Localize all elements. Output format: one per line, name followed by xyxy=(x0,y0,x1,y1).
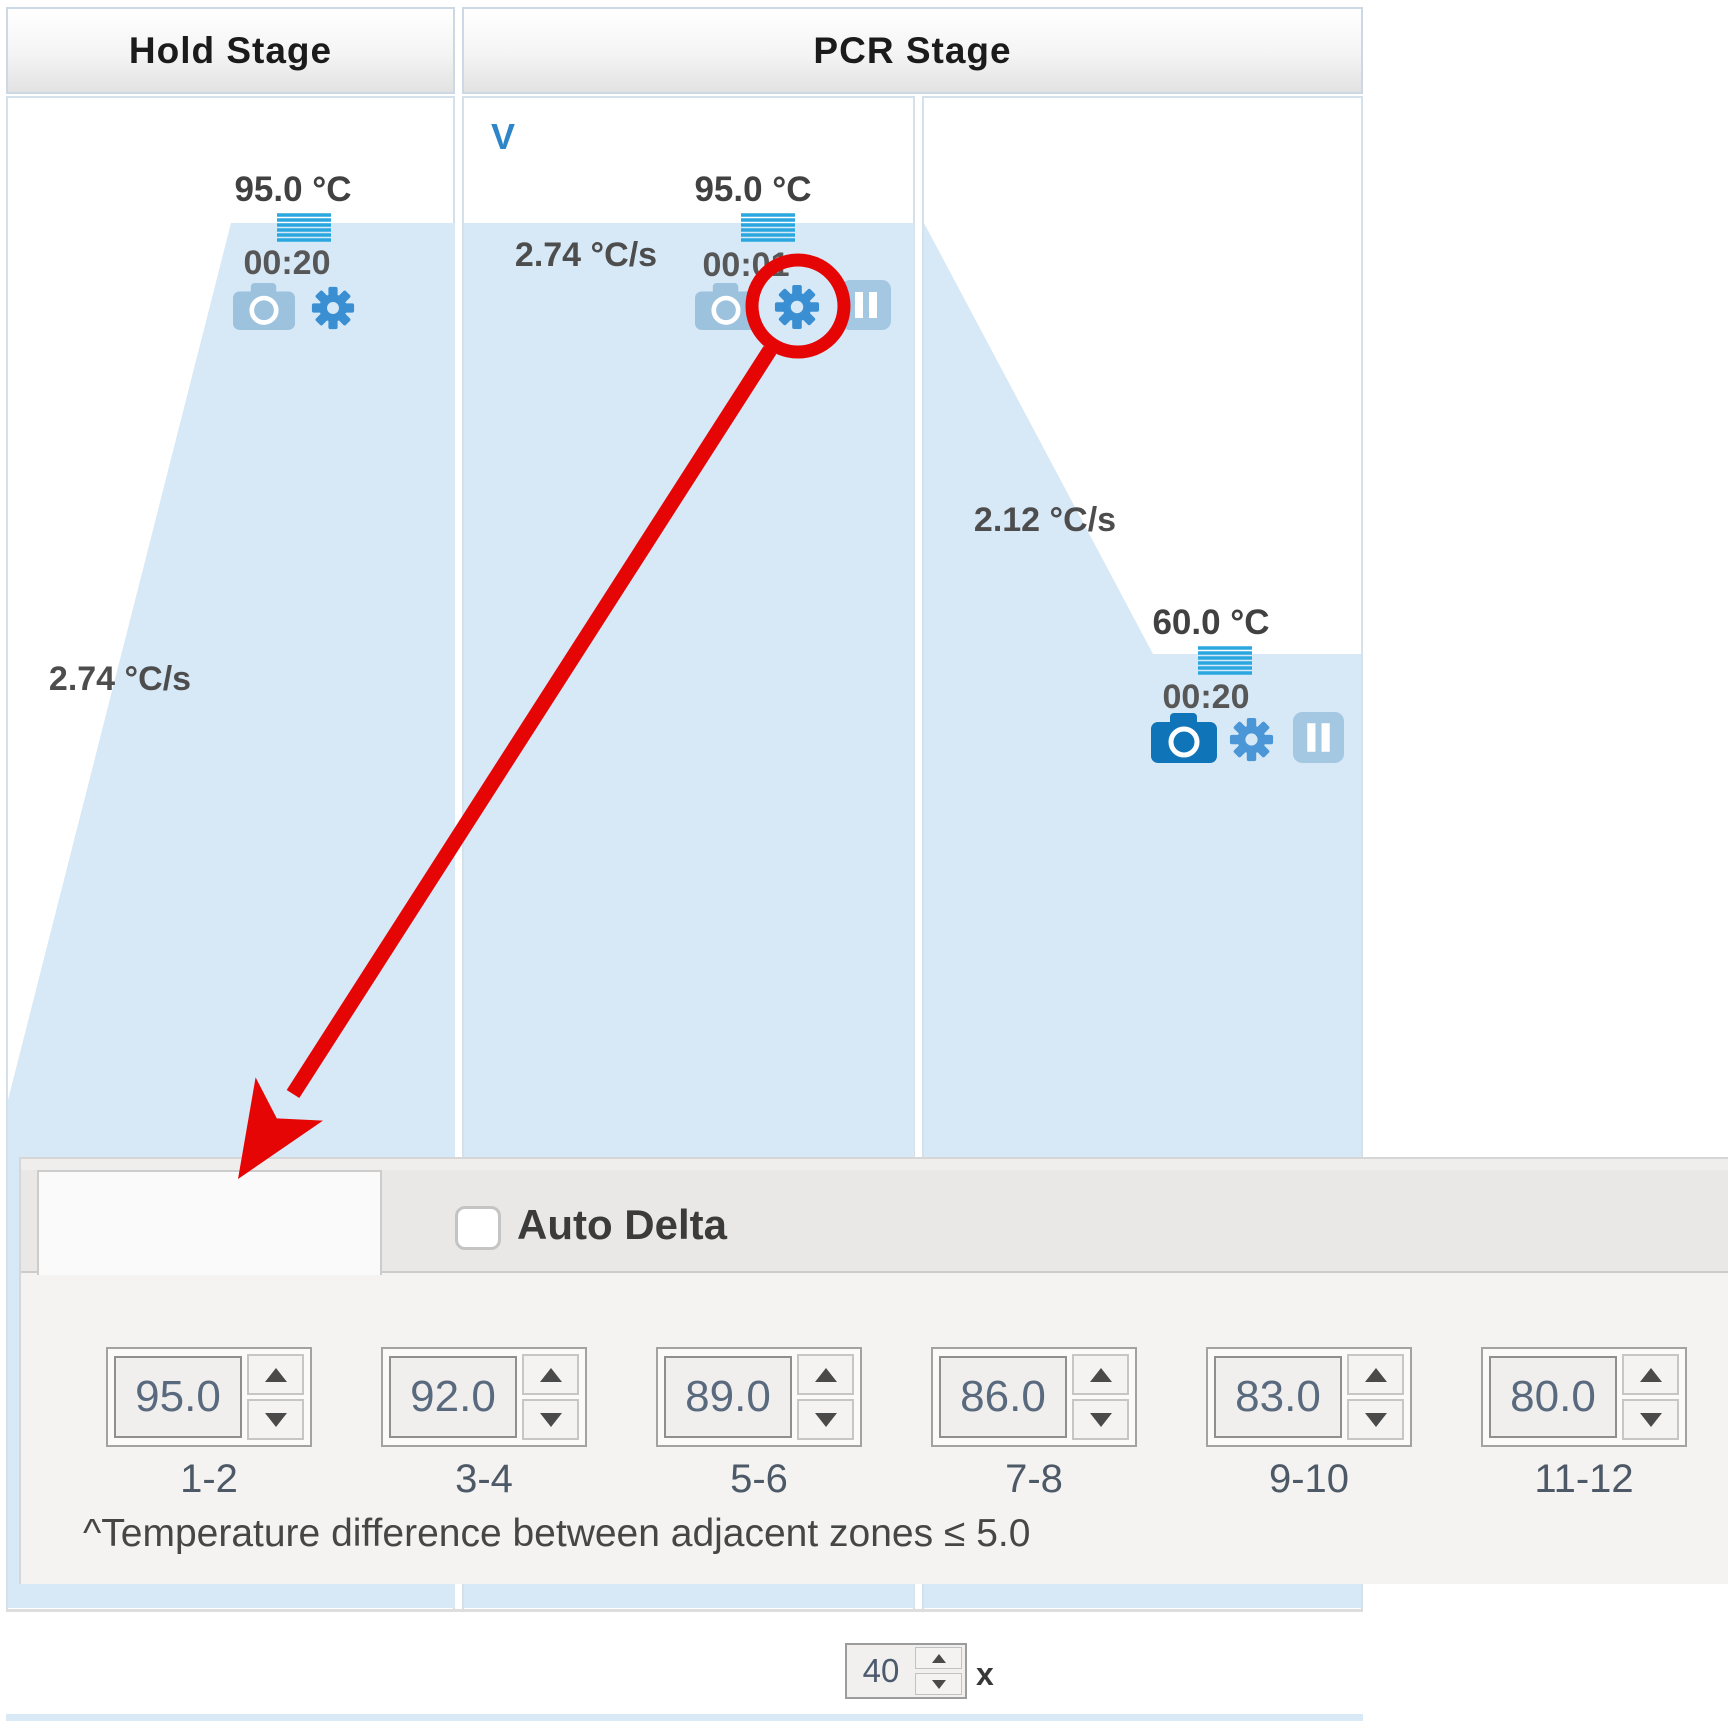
pcr-step1-temperature-label[interactable]: 95.0 °C xyxy=(694,170,812,209)
spinner-up-button[interactable] xyxy=(1622,1354,1679,1395)
zone-9-10-label: 9-10 xyxy=(1268,1457,1350,1501)
pcr-step1-temp-hatch-icon xyxy=(741,213,795,242)
zone-3-4-temp-input[interactable]: 92.0 xyxy=(389,1356,517,1438)
up-arrow-icon xyxy=(1089,1367,1112,1382)
zone-7-8-temp-input[interactable]: 86.0 xyxy=(939,1356,1067,1438)
spinner-down-button[interactable] xyxy=(247,1399,304,1440)
auto-delta-checkbox[interactable] xyxy=(455,1206,501,1250)
table-row-divider xyxy=(6,1609,1363,1612)
panel-border xyxy=(19,1157,1728,1159)
zone-9-10-spinner[interactable]: 83.0 xyxy=(1206,1347,1412,1447)
spinner-down-button[interactable] xyxy=(797,1399,854,1440)
camera-icon[interactable] xyxy=(695,283,757,330)
cycles-spinner[interactable]: 40 xyxy=(845,1643,967,1699)
cycles-multiplier-label: x xyxy=(976,1656,994,1692)
pcr-stage-header: PCR Stage xyxy=(462,7,1363,94)
spinner-up-button[interactable] xyxy=(915,1647,962,1669)
gear-icon[interactable] xyxy=(774,284,820,330)
pause-icon[interactable] xyxy=(1291,712,1346,763)
up-arrow-icon xyxy=(264,1367,287,1382)
down-arrow-icon xyxy=(539,1412,562,1427)
zone-7-8-label: 7-8 xyxy=(1005,1457,1063,1501)
down-arrow-icon xyxy=(264,1412,287,1427)
down-arrow-icon xyxy=(814,1412,837,1427)
zone-11-12-temp-input[interactable]: 80.0 xyxy=(1489,1356,1617,1438)
hold-temp-hatch-icon xyxy=(277,213,331,242)
spinner-up-button[interactable] xyxy=(1072,1354,1129,1395)
spinner-down-button[interactable] xyxy=(522,1399,579,1440)
panel-border xyxy=(19,1157,21,1584)
spinner-up-button[interactable] xyxy=(797,1354,854,1395)
spinner-up-button[interactable] xyxy=(522,1354,579,1395)
camera-icon[interactable] xyxy=(233,283,295,330)
up-arrow-icon xyxy=(1364,1367,1387,1382)
zone-9-10-temp-input[interactable]: 83.0 xyxy=(1214,1356,1342,1438)
hold-stage-title: Hold Stage xyxy=(128,29,333,71)
spinner-down-button[interactable] xyxy=(1347,1399,1404,1440)
up-arrow-icon xyxy=(539,1367,562,1382)
veriflex-settings-panel: VeriFlex Auto Delta 95.0 1-2 92.0 3-4 89… xyxy=(19,1157,1728,1584)
tab-veriflex[interactable] xyxy=(37,1170,382,1275)
pcr-step2-time-label[interactable]: 00:20 xyxy=(1162,678,1250,716)
down-arrow-icon xyxy=(1364,1412,1387,1427)
pcr-step1-time-label[interactable]: 00:01 xyxy=(702,246,790,284)
down-arrow-icon xyxy=(1639,1412,1662,1427)
gear-icon[interactable] xyxy=(311,286,355,330)
gear-icon[interactable] xyxy=(1229,717,1274,762)
spinner-down-button[interactable] xyxy=(1622,1399,1679,1440)
up-arrow-icon xyxy=(814,1367,837,1382)
pcr-step2-temp-hatch-icon xyxy=(1198,646,1252,675)
down-arrow-icon xyxy=(931,1679,946,1689)
up-arrow-icon xyxy=(1639,1367,1662,1382)
zone-5-6-spinner[interactable]: 89.0 xyxy=(656,1347,862,1447)
zone-1-2-spinner[interactable]: 95.0 xyxy=(106,1347,312,1447)
hold-temperature-label[interactable]: 95.0 °C xyxy=(234,170,352,209)
spinner-up-button[interactable] xyxy=(247,1354,304,1395)
camera-icon[interactable] xyxy=(1151,712,1217,764)
zone-1-2-temp-input[interactable]: 95.0 xyxy=(114,1356,242,1438)
zone-3-4-spinner[interactable]: 92.0 xyxy=(381,1347,587,1447)
hold-ramp-rate-label[interactable]: 2.74 °C/s xyxy=(48,660,192,698)
hold-stage-header: Hold Stage xyxy=(6,7,455,94)
spinner-down-button[interactable] xyxy=(915,1673,962,1695)
zone-11-12-label: 11-12 xyxy=(1534,1457,1634,1501)
veriflex-note: ^Temperature difference between adjacent… xyxy=(83,1512,1031,1555)
pcr-step1-ramp-rate-label[interactable]: 2.74 °C/s xyxy=(514,236,658,274)
pcr-step2-ramp-rate-label[interactable]: 2.12 °C/s xyxy=(973,501,1117,539)
hold-time-label[interactable]: 00:20 xyxy=(243,244,331,282)
pcr-stage-title: PCR Stage xyxy=(813,29,1012,71)
pause-icon[interactable] xyxy=(841,280,891,330)
cycles-count-input[interactable]: 40 xyxy=(850,1648,912,1694)
zone-3-4-label: 3-4 xyxy=(455,1457,513,1501)
zone-1-2-label: 1-2 xyxy=(180,1457,238,1501)
pcr-step2-temperature-label[interactable]: 60.0 °C xyxy=(1152,603,1270,642)
zone-7-8-spinner[interactable]: 86.0 xyxy=(931,1347,1137,1447)
spinner-up-button[interactable] xyxy=(1347,1354,1404,1395)
pcr-step1-veriflex-flag: V xyxy=(490,116,515,157)
zone-11-12-spinner[interactable]: 80.0 xyxy=(1481,1347,1687,1447)
zone-5-6-label: 5-6 xyxy=(730,1457,788,1501)
auto-delta-tab-label[interactable]: Auto Delta xyxy=(517,1201,727,1248)
up-arrow-icon xyxy=(931,1653,946,1663)
zone-5-6-temp-input[interactable]: 89.0 xyxy=(664,1356,792,1438)
table-bottom-border xyxy=(6,1714,1363,1721)
spinner-down-button[interactable] xyxy=(1072,1399,1129,1440)
down-arrow-icon xyxy=(1089,1412,1112,1427)
